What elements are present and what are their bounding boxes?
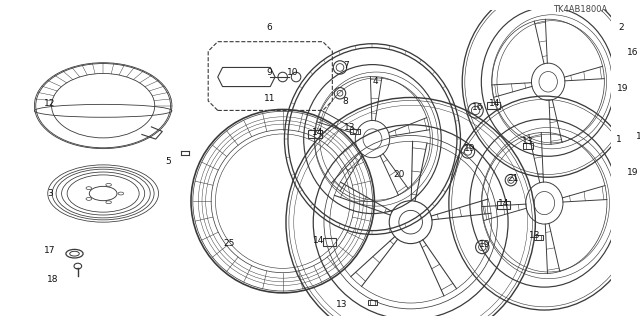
Text: 4: 4 bbox=[372, 77, 378, 86]
Text: 11: 11 bbox=[264, 93, 275, 102]
Text: 25: 25 bbox=[223, 239, 235, 248]
Text: 16: 16 bbox=[472, 103, 483, 112]
Bar bbox=[370, 300, 375, 305]
Bar bbox=[351, 129, 360, 134]
Text: 13: 13 bbox=[522, 138, 534, 147]
Text: 17: 17 bbox=[44, 246, 56, 255]
Bar bbox=[536, 235, 541, 240]
Text: 14: 14 bbox=[489, 99, 500, 108]
Text: 13: 13 bbox=[336, 300, 348, 309]
Text: 14: 14 bbox=[498, 199, 509, 208]
Text: 13: 13 bbox=[344, 123, 355, 132]
Text: 2: 2 bbox=[618, 23, 623, 32]
Text: 15: 15 bbox=[636, 132, 640, 141]
Bar bbox=[323, 238, 336, 246]
Bar bbox=[534, 235, 543, 240]
Text: 10: 10 bbox=[287, 68, 298, 77]
Bar bbox=[497, 201, 510, 209]
Text: 21: 21 bbox=[507, 174, 518, 183]
Text: 8: 8 bbox=[343, 97, 349, 106]
Bar bbox=[525, 143, 531, 148]
Bar bbox=[524, 143, 533, 148]
Text: TK4AB1800A: TK4AB1800A bbox=[553, 5, 607, 14]
Text: 19: 19 bbox=[627, 168, 638, 177]
Text: 19: 19 bbox=[464, 144, 476, 153]
Text: 9: 9 bbox=[266, 68, 272, 77]
Text: 19: 19 bbox=[617, 84, 628, 93]
Text: 13: 13 bbox=[529, 231, 541, 240]
Text: 20: 20 bbox=[394, 170, 405, 179]
Text: 19: 19 bbox=[479, 240, 491, 249]
Text: 7: 7 bbox=[343, 61, 349, 70]
Text: 14: 14 bbox=[314, 236, 324, 245]
Bar bbox=[487, 102, 500, 109]
Text: 16: 16 bbox=[627, 48, 638, 57]
Bar bbox=[368, 300, 377, 305]
Text: 1: 1 bbox=[616, 135, 621, 144]
Bar bbox=[353, 129, 358, 134]
Text: 3: 3 bbox=[47, 189, 52, 198]
Text: 12: 12 bbox=[44, 99, 55, 108]
Text: 14: 14 bbox=[312, 128, 324, 137]
Text: 18: 18 bbox=[47, 275, 58, 284]
Text: 6: 6 bbox=[266, 23, 272, 32]
Bar bbox=[308, 131, 322, 138]
Text: 5: 5 bbox=[165, 156, 171, 165]
